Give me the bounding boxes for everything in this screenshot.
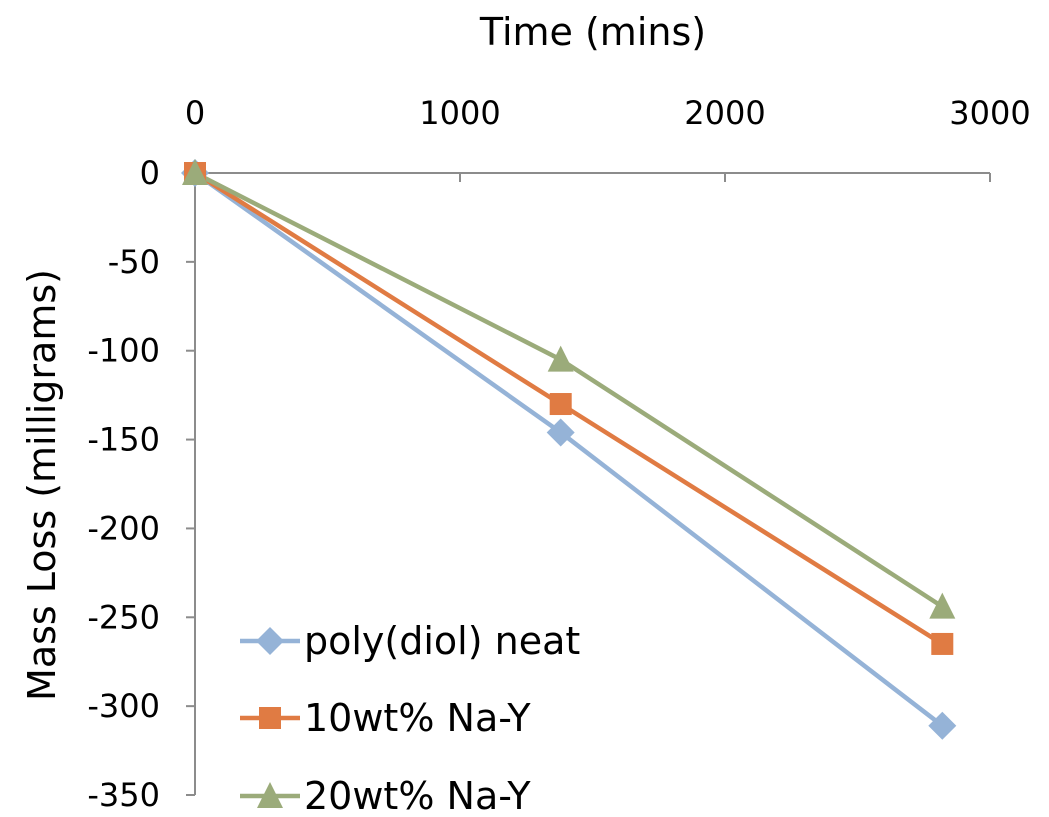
data-point xyxy=(546,418,575,447)
series-markers xyxy=(181,159,957,740)
x-tick-labels: 0 1000 2000 3000 xyxy=(185,94,1031,132)
x-axis-title: Time (mins) xyxy=(479,10,706,54)
y-tick-label: -150 xyxy=(87,421,160,459)
legend-marker xyxy=(256,627,284,655)
x-tick-label: 2000 xyxy=(684,94,765,132)
legend-marker xyxy=(259,707,281,729)
data-point xyxy=(928,711,957,740)
data-point xyxy=(547,345,574,372)
y-tick-label: -250 xyxy=(87,598,160,636)
y-tick-label: -100 xyxy=(87,332,160,370)
y-tick-labels: 0 -50 -100 -150 -200 -250 -300 -350 xyxy=(87,154,160,814)
y-tick-label: -200 xyxy=(87,509,160,547)
legend-label: poly(diol) neat xyxy=(304,619,580,663)
x-tick-label: 1000 xyxy=(419,94,500,132)
axes xyxy=(186,172,991,796)
series-line xyxy=(193,170,944,609)
y-tick-label: 0 xyxy=(140,154,160,192)
data-point xyxy=(929,592,956,619)
data-point xyxy=(549,393,572,416)
y-tick-label: -300 xyxy=(87,687,160,725)
y-tick-label: -350 xyxy=(87,776,160,814)
y-axis-title: Mass Loss (milligrams) xyxy=(20,269,64,701)
x-tick-label: 0 xyxy=(185,94,205,132)
legend-marker xyxy=(257,782,283,808)
y-tick-label: -50 xyxy=(108,243,160,281)
legend-label: 10wt% Na-Y xyxy=(304,696,531,740)
legend: poly(diol) neat 10wt% Na-Y 20wt% Na-Y xyxy=(240,619,580,817)
x-tick-label: 3000 xyxy=(949,94,1030,132)
legend-label: 20wt% Na-Y xyxy=(304,774,531,817)
data-point xyxy=(182,159,208,185)
data-point xyxy=(931,632,954,655)
